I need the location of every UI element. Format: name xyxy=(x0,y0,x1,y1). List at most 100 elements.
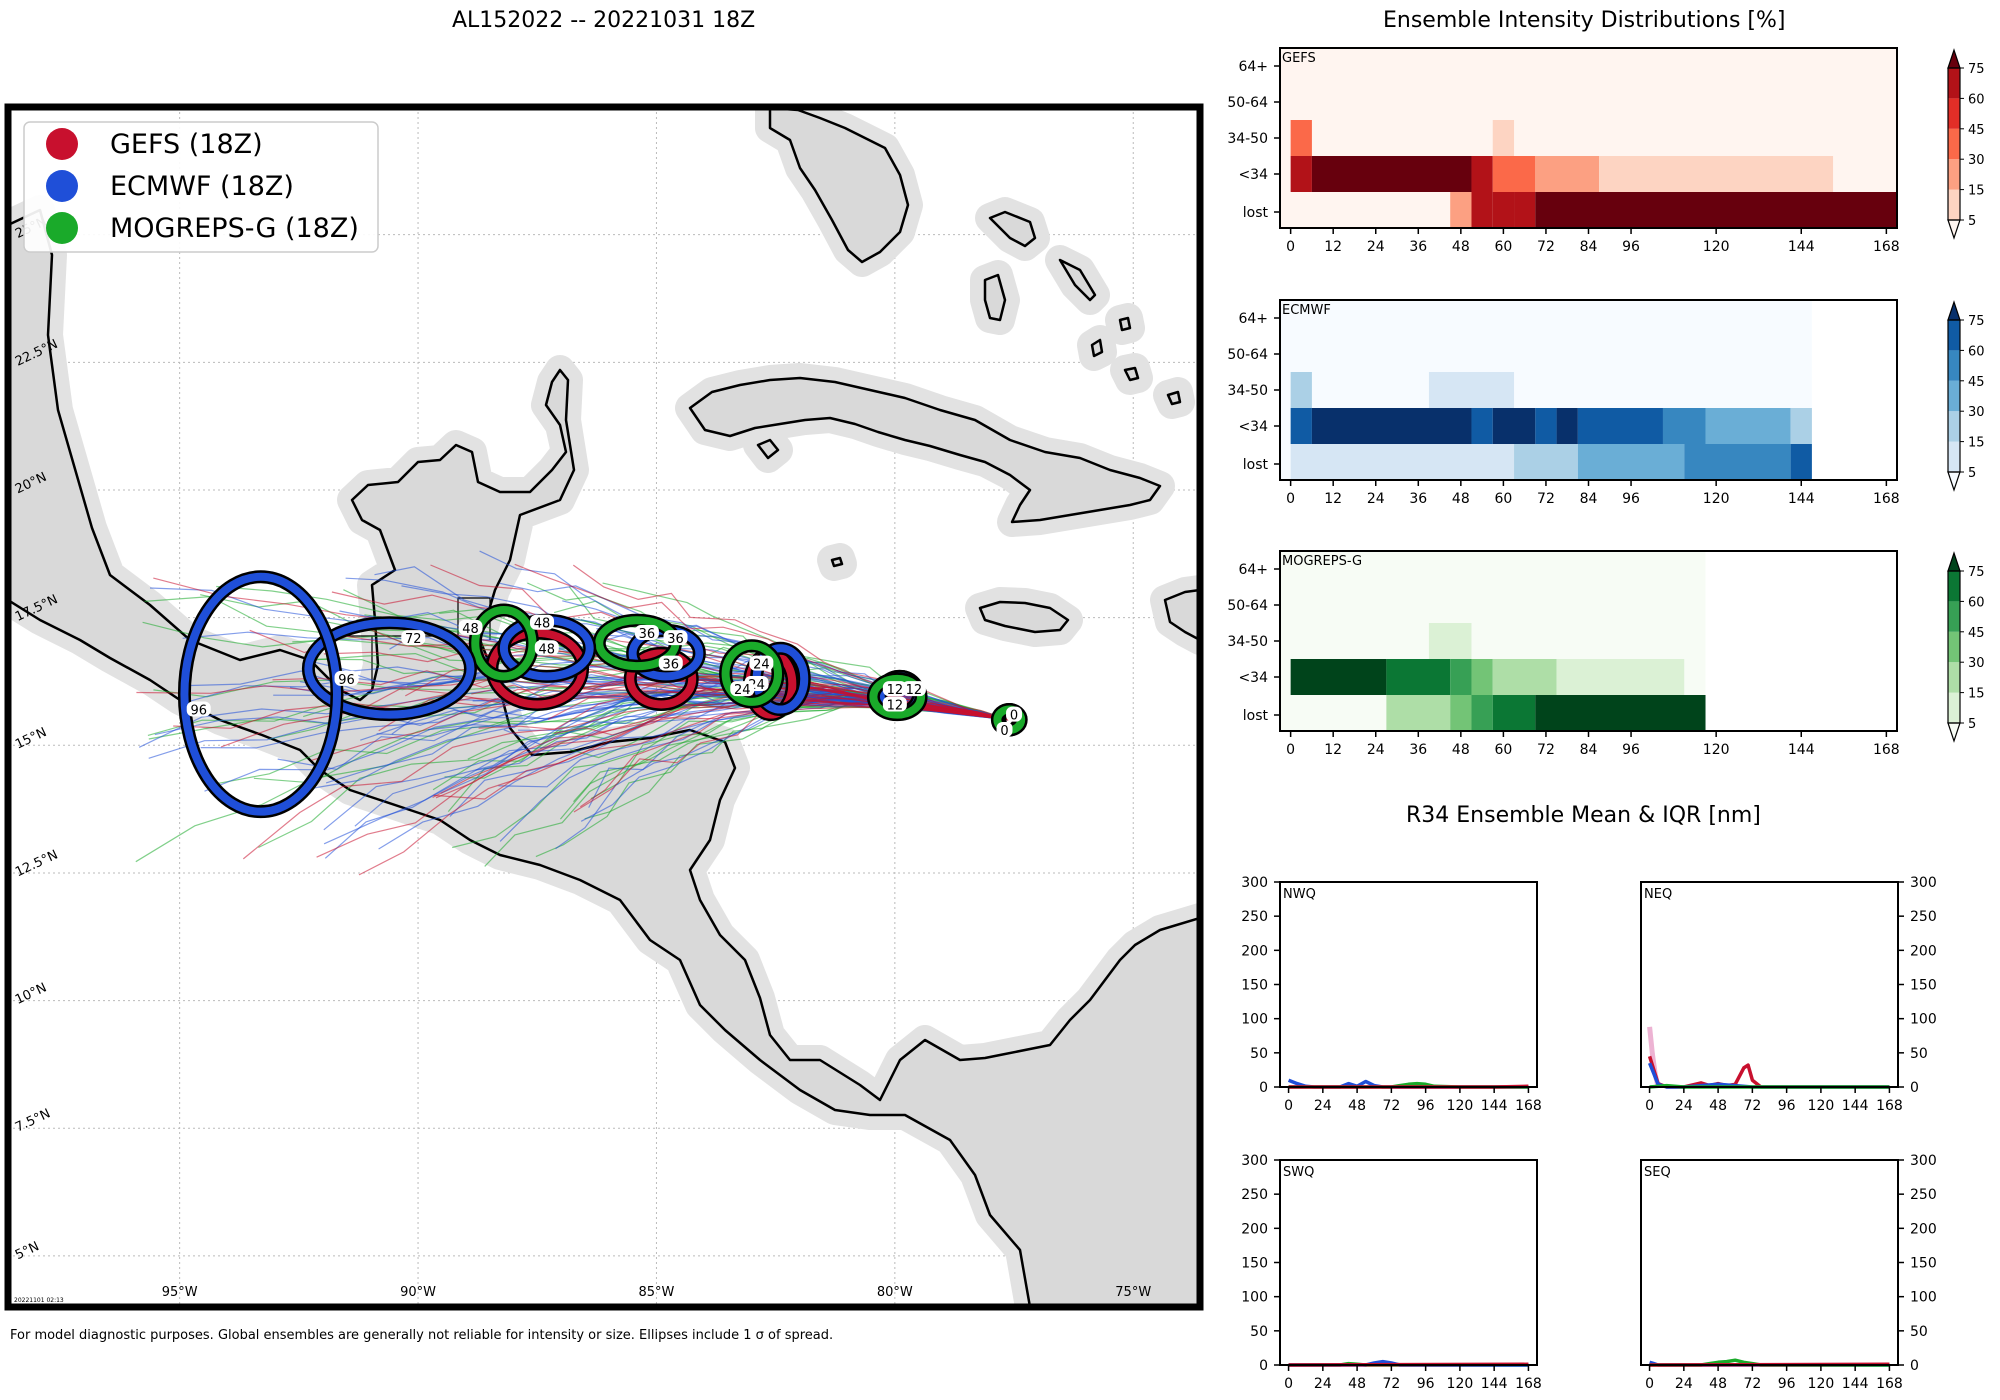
colorbar-segment xyxy=(1948,68,1960,99)
land-isle-of-youth xyxy=(756,438,780,460)
ellipse-ecmwf-72h xyxy=(304,618,475,719)
heatmap-cell xyxy=(1311,408,1472,444)
hour-label-bg xyxy=(658,655,683,671)
heatmap-cell xyxy=(1514,444,1578,480)
heatmap-cell xyxy=(1290,444,1515,480)
colorbar-frame xyxy=(1947,67,1961,221)
x-tick-label: 96 xyxy=(1417,1376,1435,1392)
hour-label: 48 xyxy=(539,642,556,657)
y-tick-label: 300 xyxy=(1241,1153,1268,1169)
ellipse-gefs-36h xyxy=(626,649,697,709)
hour-label-bg xyxy=(401,630,426,646)
heatmap-cell xyxy=(1790,408,1812,444)
colorbar-segment xyxy=(1948,380,1960,412)
x-tick-label: 72 xyxy=(1743,1098,1761,1114)
colorbar-segment xyxy=(1948,441,1960,472)
y-tick-label: 300 xyxy=(1910,875,1937,891)
colorbar-tick-label: 60 xyxy=(1968,344,1985,359)
x-tick-label: 84 xyxy=(1580,239,1598,255)
heatmap-cell xyxy=(1471,156,1493,192)
r34-title: R34 Ensemble Mean & IQR [nm] xyxy=(1406,803,1761,828)
intensity-panels: GEFS lost <34 34-50 50-64 64+ 0 12 24 36 48 60 72 84 9… xyxy=(1227,47,1985,758)
y-tick-label: <34 xyxy=(1238,167,1268,183)
colorbar-segment xyxy=(1948,601,1960,632)
x-tick-label: 120 xyxy=(1703,491,1730,507)
x-tick-label: 72 xyxy=(1537,239,1555,255)
heatmap-cell xyxy=(1311,156,1472,192)
hour-label: 72 xyxy=(405,632,422,647)
ecmwf-intensity-panel: ECMWF lost <34 34-50 50-64 64+ 0 12 24 36 48 60 72 84… xyxy=(1227,299,1985,507)
heatmap-cell xyxy=(1535,408,1557,444)
land-bahamas-6 xyxy=(1166,390,1182,406)
hour-label-bg xyxy=(334,670,359,686)
x-tick-label: 120 xyxy=(1447,1376,1474,1392)
y-tick-label: 150 xyxy=(1241,978,1268,994)
y-tick-label: <34 xyxy=(1238,419,1268,435)
colorbar-tick-label: 15 xyxy=(1968,184,1985,199)
x-tick-label: 144 xyxy=(1788,491,1815,507)
y-tick-label: 50 xyxy=(1910,1046,1928,1062)
ellipse-mogreps-g-48h xyxy=(471,605,537,681)
colorbar-segment xyxy=(1948,662,1960,693)
land-bahamas-1 xyxy=(988,210,1037,248)
y-tick-label: 64+ xyxy=(1238,311,1268,327)
heatmap-cell xyxy=(1790,444,1812,480)
x-tick-label: 12 xyxy=(1324,239,1342,255)
x-tick-label: 0 xyxy=(1286,491,1295,507)
heatmap-panel-label: ECMWF xyxy=(1282,303,1331,318)
x-tick-label: 96 xyxy=(1622,742,1640,758)
y-tick-label: 50-64 xyxy=(1227,95,1268,111)
x-tick-label: 72 xyxy=(1382,1376,1400,1392)
hour-label: 24 xyxy=(753,658,770,673)
legend-mogreps-marker xyxy=(46,212,78,244)
intensity-title: Ensemble Intensity Distributions [%] xyxy=(1383,8,1786,33)
x-tick-label: 96 xyxy=(1622,491,1640,507)
y-tick-label: 50 xyxy=(1250,1046,1268,1062)
y-tick-label: 200 xyxy=(1241,1221,1268,1237)
y-tick-label: 150 xyxy=(1241,1256,1268,1272)
colorbar-tick-label: 30 xyxy=(1968,656,1985,671)
colorbar-tick-label: 15 xyxy=(1968,436,1985,451)
x-tick-label: 0 xyxy=(1284,1376,1293,1392)
heatmap-cell xyxy=(1599,156,1834,192)
gefs-intensity-panel: GEFS lost <34 34-50 50-64 64+ 0 12 24 36 48 60 72 84 9… xyxy=(1227,47,1985,255)
y-tick-label: 50-64 xyxy=(1227,347,1268,363)
ecmwf-intensity-colorbar: 5 15 30 45 60 75 xyxy=(1947,300,1985,492)
colorbar-segment xyxy=(1948,98,1960,129)
x-tick-label: 168 xyxy=(1515,1376,1542,1392)
heatmap-cell xyxy=(1492,695,1536,731)
heatmap-cell xyxy=(1577,444,1685,480)
hour-label: 48 xyxy=(462,622,479,637)
colorbar-segment xyxy=(1948,189,1960,220)
y-tick-label: 50 xyxy=(1250,1324,1268,1340)
plot-area xyxy=(1641,882,1898,1087)
colorbar-max-arrow xyxy=(1947,551,1961,572)
heatmap-cell xyxy=(1450,659,1472,695)
hour-label: 96 xyxy=(338,673,355,688)
colorbar-min-arrow xyxy=(1947,219,1961,240)
colorbar-min-arrow xyxy=(1947,722,1961,743)
heatmap-cell xyxy=(1471,408,1493,444)
x-tick-label: 48 xyxy=(1452,742,1470,758)
ensemble-track xyxy=(572,564,1010,721)
hour-label: 36 xyxy=(667,632,684,647)
land-bahamas-7 xyxy=(1118,316,1132,332)
hour-label: 12 xyxy=(887,683,904,698)
hour-label: 48 xyxy=(534,617,551,632)
footnote: For model diagnostic purposes. Global en… xyxy=(10,1328,834,1343)
hour-label-bg xyxy=(458,619,483,635)
y-tick-label: 64+ xyxy=(1238,59,1268,75)
x-tick-label: 0 xyxy=(1284,1098,1293,1114)
x-tick-label: 60 xyxy=(1494,239,1512,255)
y-tick-label: 0 xyxy=(1259,1358,1268,1374)
hour-label-bg xyxy=(996,721,1013,737)
heatmap-cell xyxy=(1471,659,1493,695)
x-tick-label: 96 xyxy=(1778,1376,1796,1392)
y-tick-label: 34-50 xyxy=(1227,634,1268,650)
heatmap-cell xyxy=(1290,120,1312,156)
heatmap-cell xyxy=(1450,695,1472,731)
heatmap-cell xyxy=(1290,192,1451,228)
y-tick-label: lost xyxy=(1243,205,1269,221)
x-tick-label: 72 xyxy=(1537,491,1555,507)
